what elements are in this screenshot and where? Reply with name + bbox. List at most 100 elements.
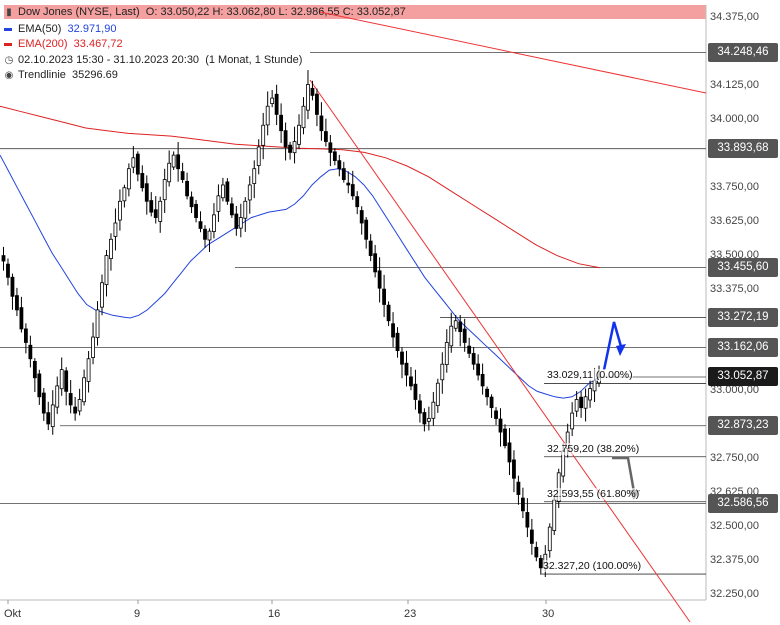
candle-body <box>140 173 145 189</box>
candle-body <box>176 154 181 170</box>
candle <box>337 154 342 177</box>
candle-body <box>422 412 427 425</box>
candle-body <box>265 105 270 126</box>
candle-body <box>95 309 100 338</box>
candle <box>207 228 212 252</box>
candle <box>247 176 252 214</box>
candle-body <box>279 114 284 132</box>
candle <box>59 357 64 396</box>
candle-body <box>574 399 579 412</box>
candle <box>131 146 136 174</box>
y-tick-label: 33.375,00 <box>710 282 759 295</box>
candle <box>135 151 140 182</box>
arrow-up-head-icon <box>616 344 626 356</box>
candle <box>332 148 337 166</box>
fib-label: 32.327,20 (100.00%) <box>543 560 642 573</box>
candle-body <box>55 385 60 408</box>
candle <box>77 388 82 416</box>
ema50-line <box>0 154 599 399</box>
candle <box>529 518 534 555</box>
candle-body <box>328 142 333 153</box>
candle-body <box>489 396 494 409</box>
candle-body <box>207 230 212 241</box>
candle-body <box>409 376 413 387</box>
candle-body <box>315 93 319 115</box>
instrument-title: Dow Jones (NYSE, Last) <box>18 6 140 18</box>
candle-body <box>113 222 118 237</box>
candle-body <box>449 325 454 347</box>
candle-body <box>86 358 91 382</box>
x-tick-label: 16 <box>268 608 281 620</box>
candle <box>315 88 319 127</box>
trendline-upper <box>319 11 707 94</box>
candle-body <box>153 209 158 218</box>
candle-body <box>256 146 261 166</box>
level-badge: 33.052,87 <box>708 367 778 387</box>
candle-body <box>274 93 279 115</box>
candle <box>15 287 19 317</box>
candle-body <box>247 184 252 201</box>
candle <box>485 386 489 406</box>
candle <box>1 246 6 271</box>
legend-range: ◷ 02.10.2023 15:30 - 31.10.2023 20:30 (1 … <box>4 54 303 67</box>
candle <box>19 296 24 333</box>
ema200-line <box>0 105 601 269</box>
candle <box>23 323 28 354</box>
candle <box>552 495 557 536</box>
arrow-up-icon <box>602 321 624 371</box>
candle-body <box>252 168 257 184</box>
candle <box>212 203 216 239</box>
candle <box>185 172 189 200</box>
candle <box>198 211 203 233</box>
candle-body <box>525 512 530 528</box>
candle <box>503 424 507 449</box>
candle <box>422 408 427 432</box>
candle-body <box>198 221 203 229</box>
candle-body <box>458 321 463 333</box>
candle <box>55 376 60 414</box>
candle <box>467 337 472 358</box>
candle-body <box>77 399 82 412</box>
candle-body <box>480 373 485 387</box>
candle-body <box>561 450 566 477</box>
candle <box>471 346 476 370</box>
candle <box>377 257 382 303</box>
candle <box>521 487 525 519</box>
candle-body <box>529 529 534 544</box>
y-tick-label: 32.500,00 <box>710 520 759 533</box>
candle <box>292 126 297 164</box>
candle <box>261 112 266 160</box>
candle <box>297 114 301 150</box>
candle-body <box>261 124 266 146</box>
candle-body <box>301 105 306 129</box>
candle-body <box>467 345 472 354</box>
candle <box>400 347 404 379</box>
header-bar <box>4 5 706 19</box>
candle <box>512 450 516 493</box>
y-tick-label: 32.250,00 <box>710 588 759 600</box>
candle-body <box>386 304 391 322</box>
trend-label: Trendlinie <box>18 69 66 81</box>
candle <box>100 274 104 316</box>
candle-body <box>292 141 297 154</box>
candle <box>274 84 279 126</box>
candle-body <box>109 238 113 259</box>
candle <box>418 394 422 423</box>
candle <box>279 103 284 143</box>
candle <box>588 379 592 408</box>
candle <box>41 388 46 421</box>
candle-body <box>377 270 382 289</box>
candle <box>6 258 10 286</box>
candle <box>229 197 234 218</box>
candle <box>386 301 391 327</box>
y-tick-label: 33.000,00 <box>710 384 759 397</box>
y-tick-label: 34.375,00 <box>710 11 759 23</box>
candle-body <box>319 115 324 132</box>
candle <box>359 206 364 235</box>
candle-body <box>68 393 73 406</box>
candle-body <box>435 382 440 406</box>
level-badge: 32.586,56 <box>708 494 778 514</box>
candle-body <box>185 180 189 197</box>
candle-body <box>332 151 337 161</box>
